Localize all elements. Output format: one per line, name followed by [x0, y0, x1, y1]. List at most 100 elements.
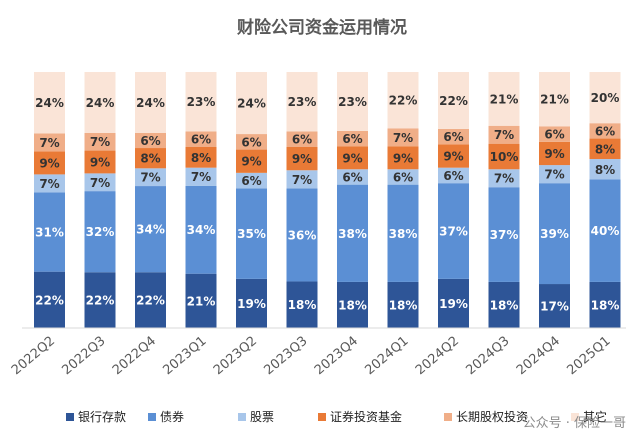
legend-swatch — [444, 413, 452, 421]
data-label: 6% — [241, 135, 261, 149]
bars-group: 22% 31% 7% 9% 7% 24% 22% 32% 7% 9% 7% 24% 22% 34% 7% 8%… — [34, 72, 621, 328]
data-label: 7% — [494, 128, 514, 142]
bar-segment — [589, 138, 621, 160]
bar-segment — [84, 191, 116, 273]
bar-segment — [488, 125, 520, 144]
x-tick-label: 2023Q1 — [160, 334, 209, 379]
bar-segment — [387, 72, 419, 129]
data-label: 6% — [595, 124, 615, 138]
bar-segment — [236, 72, 267, 135]
data-label: 23% — [288, 95, 317, 109]
data-label: 6% — [443, 130, 463, 144]
x-tick-label: 2022Q3 — [59, 334, 108, 379]
data-label: 7% — [39, 136, 59, 150]
data-label: 6% — [443, 169, 463, 183]
bar-segment — [286, 188, 318, 282]
data-label: 8% — [595, 163, 615, 177]
bar-segment — [135, 132, 166, 149]
data-label: 31% — [35, 226, 64, 240]
bar-segment — [387, 184, 419, 282]
legend-swatch — [571, 413, 579, 421]
data-label: 10% — [490, 150, 519, 164]
bar-segment — [488, 143, 520, 170]
x-tick-label: 2024Q2 — [413, 334, 462, 379]
legend: 银行存款 债券 股票 证券投资基金 长期股权投资 其它 — [66, 409, 607, 424]
data-label: 22% — [136, 294, 165, 308]
legend-label: 其它 — [583, 409, 607, 424]
data-label: 9% — [39, 156, 59, 170]
bar-segment — [236, 172, 267, 189]
data-label: 17% — [540, 300, 569, 314]
data-label: 9% — [292, 152, 312, 166]
legend-label: 长期股权投资 — [456, 409, 528, 424]
bar-segment — [539, 126, 570, 142]
data-label: 21% — [490, 92, 519, 106]
data-label: 21% — [540, 93, 569, 107]
bar-segment — [185, 146, 217, 168]
bar-segment — [236, 134, 267, 150]
x-tick-label: 2024Q3 — [463, 334, 512, 379]
bar-segment — [34, 133, 65, 152]
bar-segment — [539, 183, 570, 285]
bar-segment — [286, 281, 318, 328]
data-label: 7% — [393, 131, 413, 145]
bar-segment — [589, 72, 621, 124]
bar-segment — [135, 272, 166, 328]
bar-segment — [387, 281, 419, 328]
legend-swatch — [66, 413, 74, 421]
data-label: 35% — [237, 227, 266, 241]
x-tick-label: 2024Q4 — [514, 334, 563, 379]
data-label: 9% — [241, 155, 261, 169]
watermark-text: 公众号 · 保险一哥 — [523, 416, 626, 431]
x-tick-label: 2022Q4 — [110, 334, 159, 379]
data-label: 22% — [35, 293, 64, 307]
data-label: 39% — [540, 227, 569, 241]
data-label: 24% — [35, 96, 64, 110]
data-label: 18% — [389, 298, 418, 312]
data-label: 20% — [591, 91, 620, 105]
bar-segment — [185, 273, 217, 328]
bar-segment — [185, 131, 217, 147]
data-label: 22% — [389, 94, 418, 108]
data-label: 6% — [140, 134, 160, 148]
bar-segment — [34, 72, 65, 134]
data-label: 6% — [544, 128, 564, 142]
legend-label: 银行存款 — [78, 410, 126, 424]
bar-segment — [539, 72, 570, 127]
data-label: 8% — [191, 151, 211, 165]
bar-segment — [135, 148, 166, 169]
bar-segment — [236, 188, 267, 279]
data-label: 7% — [494, 172, 514, 186]
bar-segment — [34, 174, 65, 193]
bar-segment — [84, 272, 116, 328]
bar-segment — [135, 72, 166, 133]
data-label: 7% — [292, 173, 312, 187]
data-label: 38% — [338, 227, 367, 241]
x-tick-label: 2023Q3 — [261, 334, 310, 379]
data-label: 9% — [90, 155, 110, 169]
bar-segment — [539, 284, 570, 328]
x-tick-label: 2022Q2 — [9, 334, 58, 379]
data-label: 6% — [292, 133, 312, 147]
x-tick-label: 2023Q2 — [211, 334, 260, 379]
bar-segment — [438, 183, 469, 279]
bar-segment — [185, 72, 217, 132]
data-label: 18% — [288, 298, 317, 312]
bar-segment — [84, 132, 116, 151]
data-label: 9% — [443, 150, 463, 164]
bar-segment — [337, 72, 368, 131]
data-label: 23% — [187, 95, 216, 109]
legend-swatch — [148, 413, 156, 421]
bar-segment — [438, 144, 469, 168]
data-label: 19% — [439, 297, 468, 311]
data-label: 6% — [342, 132, 362, 146]
bar-segment — [337, 184, 368, 282]
data-label: 24% — [237, 97, 266, 111]
bar-segment — [488, 187, 520, 282]
bar-segment — [589, 179, 621, 282]
bar-segment — [337, 169, 368, 185]
data-label: 32% — [86, 225, 115, 239]
bar-segment — [387, 169, 419, 185]
data-label: 22% — [86, 294, 115, 308]
